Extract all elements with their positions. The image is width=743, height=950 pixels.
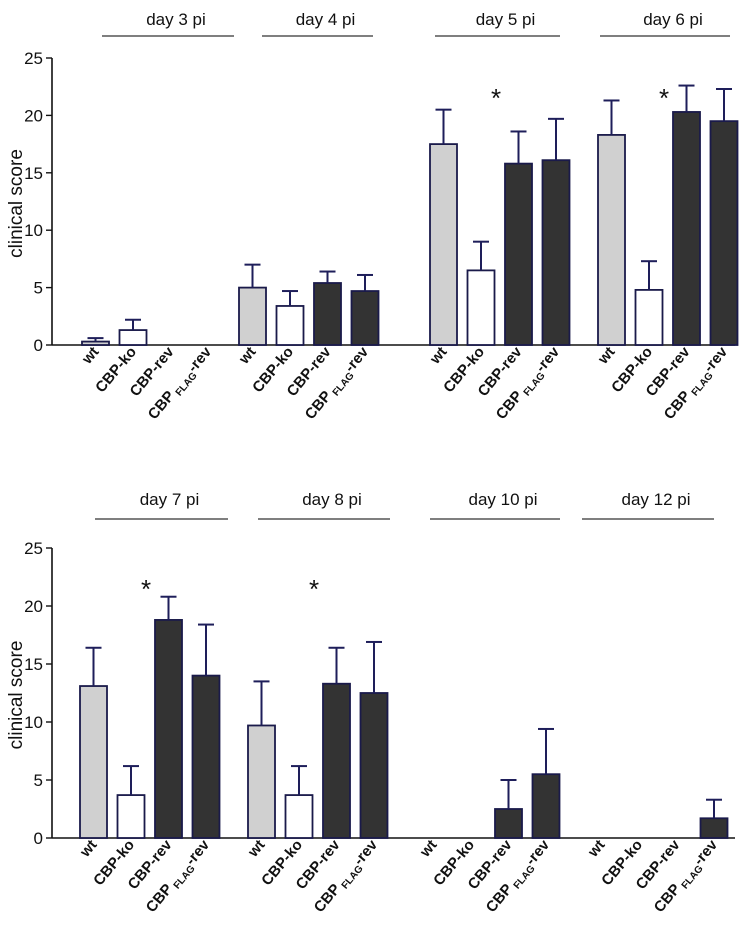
group-label: day 12 pi [622, 490, 691, 509]
category-label-text: wt [78, 344, 102, 368]
category-label: wt [78, 344, 102, 368]
bar [494, 808, 523, 839]
bar [350, 290, 380, 346]
y-axis-title: clinical score [6, 641, 27, 750]
significance-star: * [659, 83, 669, 113]
category-label: wt [244, 837, 268, 861]
category-label-text: wt [244, 837, 268, 861]
category-label-suffix: -rev [182, 836, 213, 869]
y-axis-title: clinical score [6, 149, 27, 258]
bar [154, 619, 183, 839]
y-tick-label: 20 [24, 106, 43, 125]
category-label: wt [584, 837, 608, 861]
y-tick-label: 10 [24, 713, 43, 732]
bar [247, 724, 276, 839]
category-label-suffix: -rev [522, 836, 553, 869]
significance-star: * [141, 574, 151, 604]
bar [79, 685, 108, 839]
bar [81, 340, 110, 346]
bar [191, 674, 221, 839]
bar [699, 817, 729, 839]
bar [429, 143, 458, 346]
bar [284, 794, 314, 839]
category-label-text: wt [594, 344, 618, 368]
y-tick-label: 15 [24, 655, 43, 674]
category-label-text: wt [76, 837, 100, 861]
y-tick-label: 0 [34, 336, 43, 355]
category-label: wt [76, 837, 100, 861]
bar [709, 120, 739, 346]
category-label-text: wt [426, 344, 450, 368]
y-tick-label: 25 [24, 539, 43, 558]
bar [672, 111, 701, 346]
bar [504, 162, 533, 346]
category-label: wt [594, 344, 618, 368]
bar [275, 305, 305, 346]
category-label: wt [235, 344, 259, 368]
y-tick-label: 20 [24, 597, 43, 616]
significance-star: * [309, 574, 319, 604]
y-tick-label: 5 [34, 771, 43, 790]
category-label-suffix: -rev [532, 343, 563, 376]
group-label: day 4 pi [296, 10, 356, 29]
category-label-suffix: -rev [700, 343, 731, 376]
y-tick-label: 15 [24, 164, 43, 183]
category-label-suffix: -rev [690, 836, 721, 869]
group-label: day 3 pi [146, 10, 206, 29]
category-label-suffix: -rev [184, 343, 215, 376]
bar [313, 282, 342, 346]
y-tick-label: 10 [24, 221, 43, 240]
category-label-suffix: -rev [341, 343, 372, 376]
bar [118, 329, 148, 346]
y-tick-label: 0 [34, 829, 43, 848]
bar [322, 682, 351, 839]
bar [238, 286, 267, 346]
bar [466, 269, 496, 346]
category-label-text: wt [584, 837, 608, 861]
category-label: wt [426, 344, 450, 368]
group-label: day 5 pi [476, 10, 536, 29]
group-label: day 7 pi [140, 490, 200, 509]
y-tick-label: 5 [34, 279, 43, 298]
bar [531, 773, 561, 839]
category-label-suffix: -rev [350, 836, 381, 869]
group-label: day 6 pi [643, 10, 703, 29]
category-label: wt [416, 837, 440, 861]
bar [597, 134, 626, 346]
category-label-text: wt [416, 837, 440, 861]
bar [116, 794, 146, 839]
y-tick-label: 25 [24, 49, 43, 68]
group-label: day 8 pi [302, 490, 362, 509]
bar [541, 159, 571, 346]
bar [634, 288, 664, 346]
significance-star: * [491, 83, 501, 113]
bar [359, 692, 389, 839]
category-label-text: wt [235, 344, 259, 368]
group-label: day 10 pi [469, 490, 538, 509]
